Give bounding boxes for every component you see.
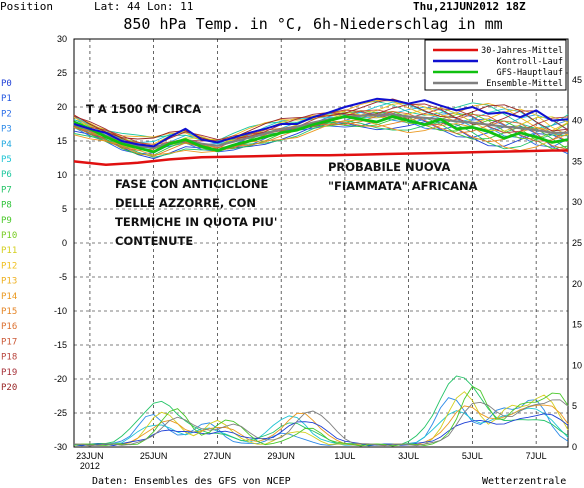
member-label-p13: P13: [1, 277, 17, 287]
y-tick-label: -30: [54, 442, 67, 452]
position-label: Position: [0, 0, 53, 13]
member-label-p16: P16: [1, 322, 17, 332]
data-source: Daten: Ensembles des GFS von NCEP: [92, 476, 291, 487]
y-tick-label: 5: [62, 204, 67, 214]
y-right-tick-label: 25: [572, 238, 582, 248]
y-right-tick-label: 35: [572, 156, 582, 166]
y-tick-label: -5: [59, 272, 67, 282]
member-label-p19: P19: [1, 368, 17, 378]
y-tick-label: 15: [57, 136, 67, 146]
highlight-series: [73, 97, 569, 167]
annotation-heat-2: "FIAMMATA" AFRICANA: [328, 179, 478, 193]
legend-label: GFS-Hauptlauf: [496, 68, 563, 78]
annotation-anticyclone-4: CONTENUTE: [115, 234, 193, 248]
precipitation-trace: [73, 399, 569, 447]
y-tick-label: -15: [54, 340, 67, 350]
annotation-anticyclone-1: FASE CON ANTICICLONE: [115, 177, 269, 191]
member-label-p20: P20: [1, 383, 17, 393]
legend-box: [424, 39, 567, 91]
precipitation-lines: [73, 375, 569, 447]
x-tick-label: 27JUN: [204, 451, 232, 461]
y-right-tick-label: 20: [572, 279, 582, 289]
member-label-p17: P17: [1, 337, 17, 347]
x-tick-label: 29JUN: [267, 451, 295, 461]
y-right-tick-label: 45: [572, 75, 582, 85]
y-tick-label: 10: [57, 170, 67, 180]
member-label-p5: P5: [1, 155, 12, 165]
member-label-p2: P2: [1, 109, 12, 119]
y-tick-label: 30: [57, 34, 67, 44]
x-year-label: 2012: [80, 461, 100, 471]
member-label-p9: P9: [1, 216, 12, 226]
right-axis-ticks: 45 40 35 30 25 20 15 10 5 0: [572, 75, 582, 452]
annotation-anticyclone-2: DELLE AZZORRE, CON: [115, 196, 256, 210]
member-label-p4: P4: [1, 140, 12, 150]
x-tick-label: 7JUL: [526, 451, 547, 461]
series-kontroll-lauf: [73, 97, 569, 148]
left-axis-ticks: 30 25 20 15 10 5 0 -5 -10 -15 -20 -25 -30: [54, 34, 67, 452]
member-label-p18: P18: [1, 353, 17, 363]
member-label-p11: P11: [1, 246, 17, 256]
member-line: [73, 98, 569, 143]
annotation-t1500: T A 1500 M CIRCA: [86, 102, 201, 116]
y-tick-label: -10: [54, 306, 67, 316]
series-30-jahres-mittel: [73, 149, 568, 167]
member-label-list: P0 P1 P2 P3 P4 P5 P6 P7 P8 P9 P10 P11 P12 P13 P14 P15 P1…: [1, 79, 17, 393]
member-label-p14: P14: [1, 292, 17, 302]
series-ensemble-mittel: [73, 113, 568, 149]
y-tick-label: 20: [57, 102, 67, 112]
legend-label: 30-Jahres-Mittel: [481, 46, 563, 56]
x-tick-label: 5JUL: [462, 451, 483, 461]
y-tick-label: 0: [62, 238, 67, 248]
y-right-tick-label: 15: [572, 320, 582, 330]
member-label-p0: P0: [1, 79, 12, 89]
legend: 30-Jahres-MittelKontroll-LaufGFS-Hauptla…: [424, 39, 567, 91]
member-label-p7: P7: [1, 185, 12, 195]
legend-label: Ensemble-Mittel: [486, 79, 563, 89]
legend-label: Kontroll-Lauf: [496, 57, 563, 67]
precipitation-trace: [73, 385, 569, 447]
x-tick-label: 1JUL: [334, 451, 355, 461]
x-tick-label: 3JUL: [398, 451, 419, 461]
precipitation-trace: [73, 407, 569, 447]
y-tick-label: 25: [57, 68, 67, 78]
y-right-tick-label: 30: [572, 197, 582, 207]
x-tick-label: 25JUN: [140, 451, 168, 461]
member-label-p1: P1: [1, 94, 12, 104]
y-tick-label: -25: [54, 408, 67, 418]
member-label-p3: P3: [1, 125, 12, 135]
precipitation-trace: [73, 404, 569, 447]
brand: Wetterzentrale: [482, 476, 566, 487]
annotation-anticyclone-3: TERMICHE IN QUOTA PIU': [115, 215, 277, 229]
chart-title: 850 hPa Temp. in °C, 6h-Niederschlag in …: [123, 15, 502, 33]
precipitation-trace: [73, 375, 569, 447]
member-line: [73, 100, 569, 143]
member-label-p10: P10: [1, 231, 17, 241]
annotation-heat-1: PROBABILE NUOVA: [328, 160, 451, 174]
y-right-tick-label: 10: [572, 360, 582, 370]
member-label-p6: P6: [1, 170, 12, 180]
x-tick-label: 23JUN: [76, 451, 104, 461]
x-axis-ticks: 23JUN 25JUN 27JUN 29JUN 1JUL 3JUL 5JUL 7JUL 2012: [76, 451, 546, 471]
member-label-p8: P8: [1, 201, 12, 211]
y-tick-label: -20: [54, 374, 67, 384]
member-label-p15: P15: [1, 307, 17, 317]
member-label-p12: P12: [1, 261, 17, 271]
run-timestamp: Thu,21JUN2012 18Z: [413, 0, 526, 13]
y-right-tick-label: 40: [572, 116, 582, 126]
lat-lon: Lat: 44 Lon: 11: [94, 0, 193, 13]
y-right-tick-label: 5: [572, 401, 577, 411]
y-right-tick-label: 0: [572, 442, 577, 452]
grid-lines: [74, 39, 568, 447]
series-gfs-hauptlauf: [73, 115, 569, 154]
